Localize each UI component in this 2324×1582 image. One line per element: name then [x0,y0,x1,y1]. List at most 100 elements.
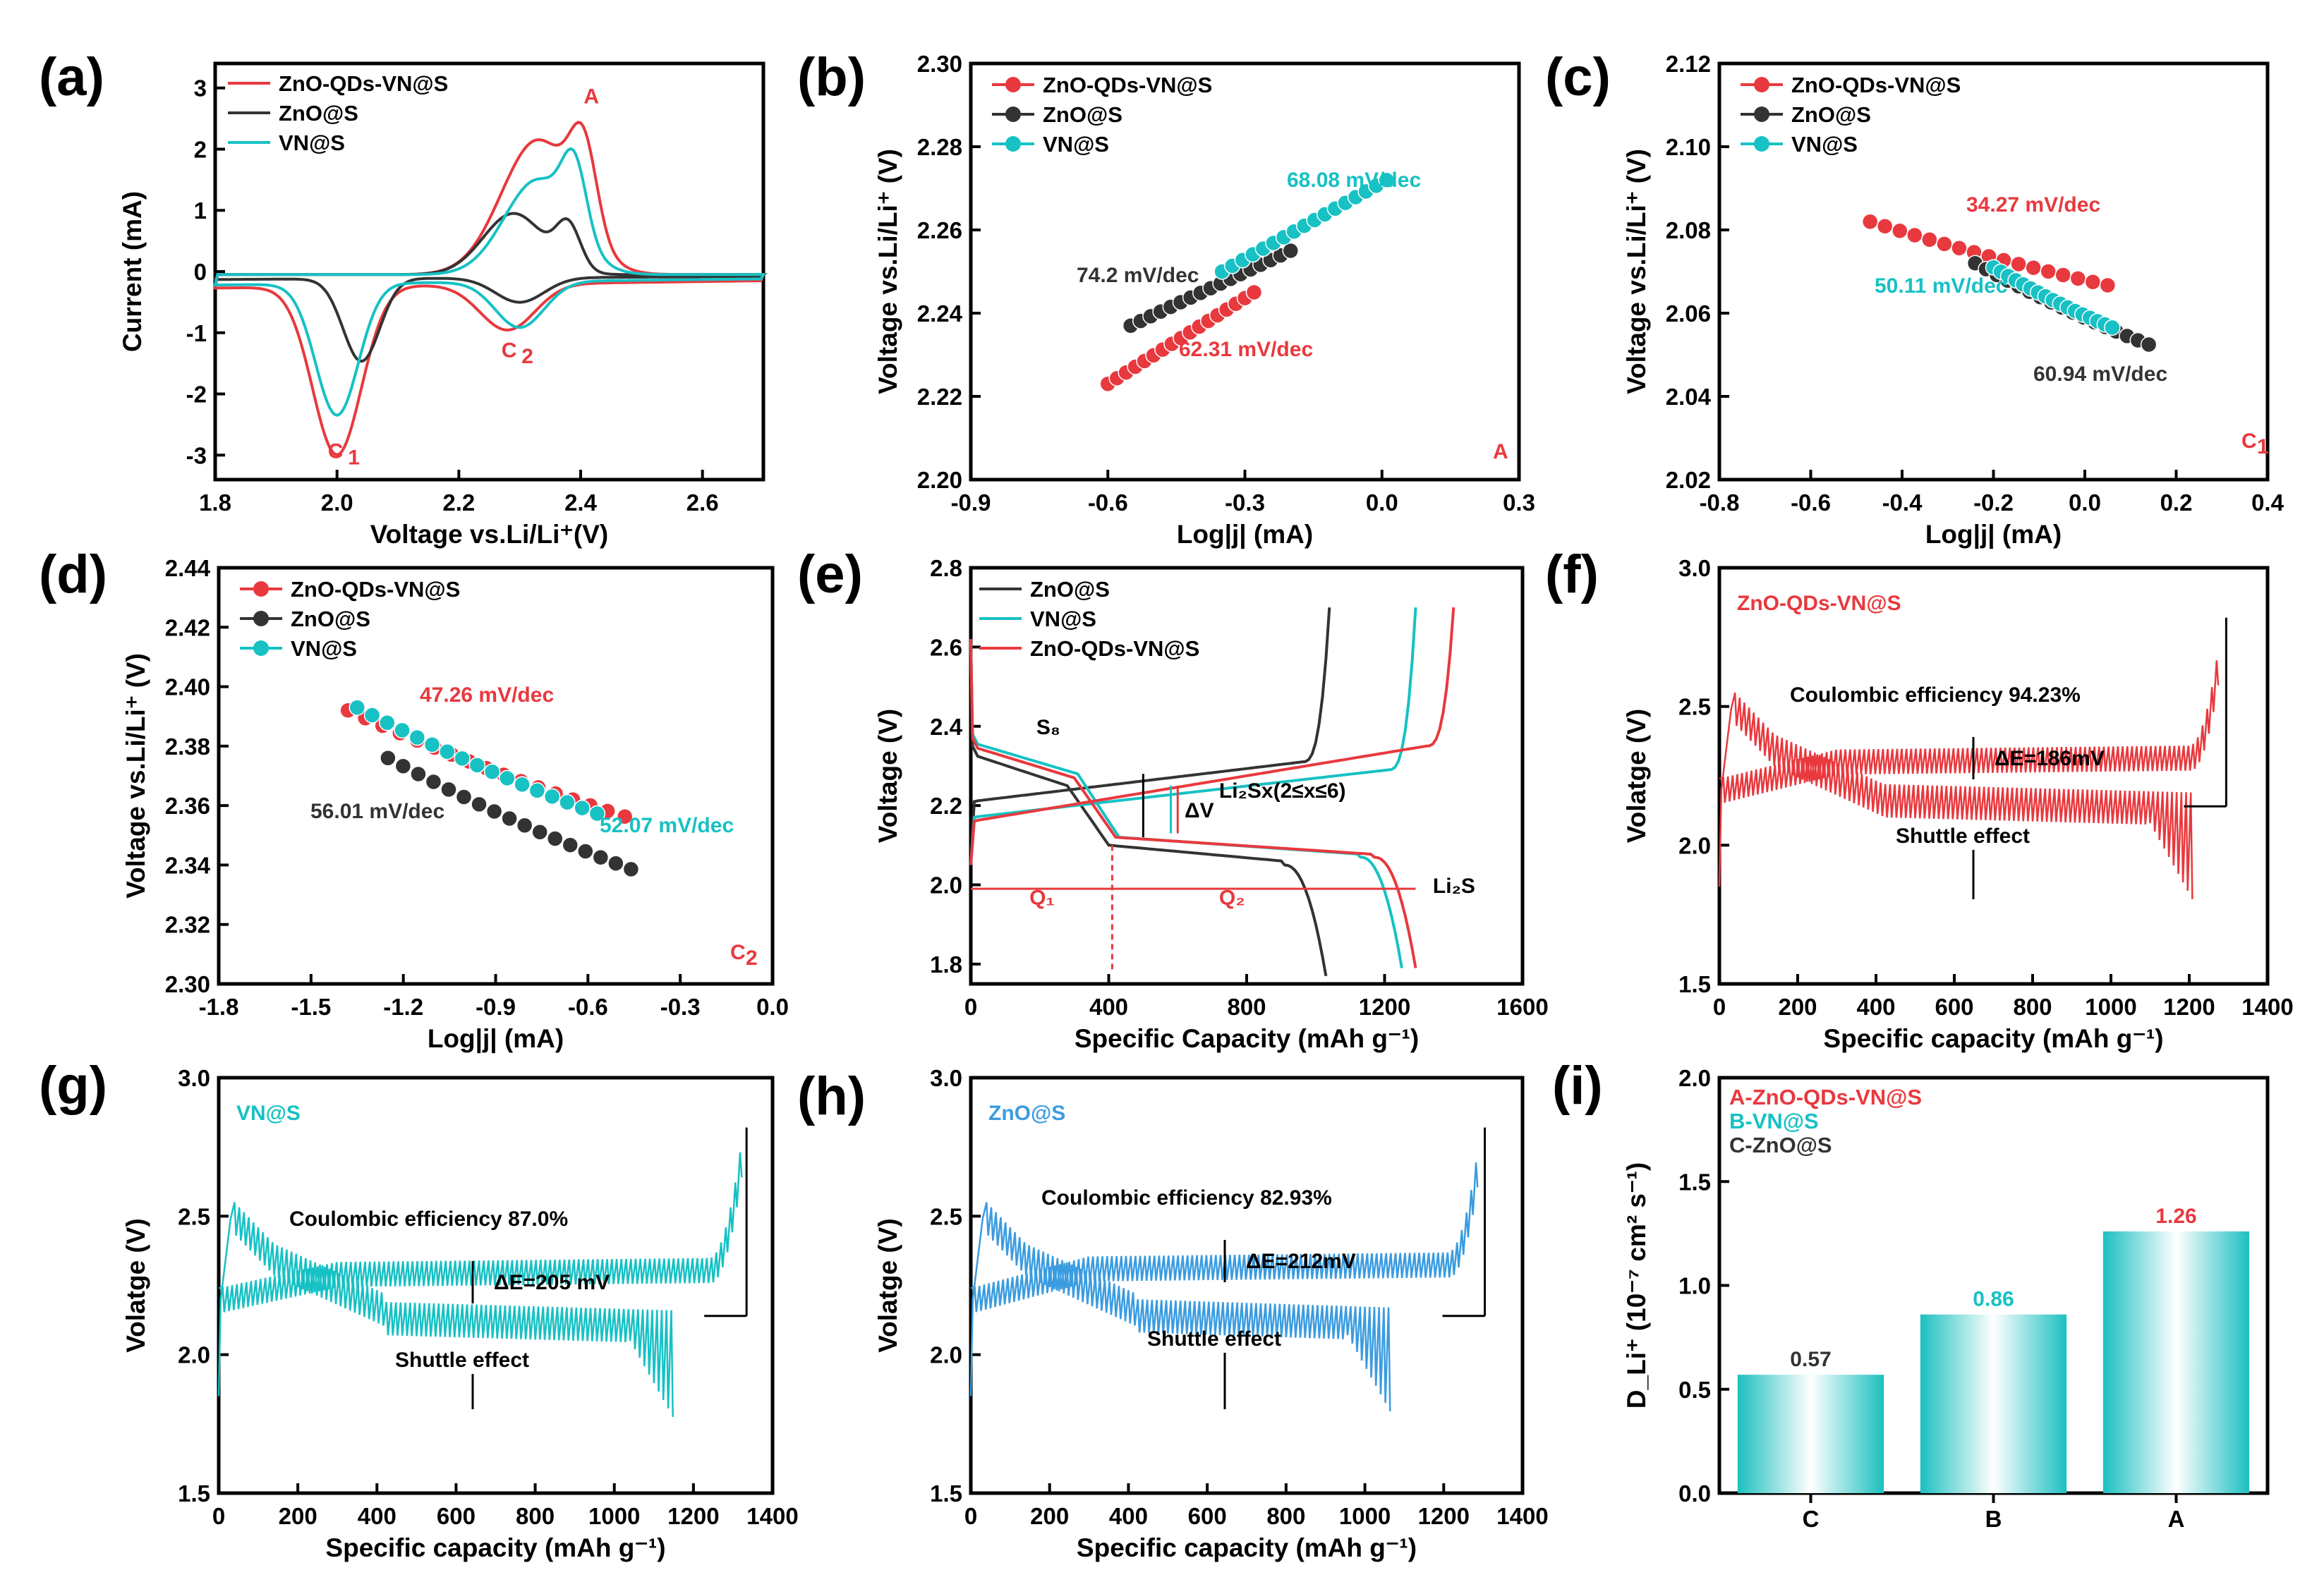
x-tick-label: 400 [1109,1503,1148,1529]
charge-curve [969,607,1331,865]
panel-label: (i) [1552,1056,1603,1116]
legend-marker [1005,136,1021,152]
x-tick-label: 1000 [588,1503,640,1529]
x-tick-label: -1.5 [291,994,331,1020]
data-point [1245,284,1263,301]
data-point [516,817,533,834]
y-tick-label: 2.20 [917,467,962,493]
panel-b-plot: 62.31 mV/dec 74.2 mV/dec 68.08 mV/dec ZnO-Q… [992,73,1508,463]
x-tick-label: 1200 [2163,994,2215,1020]
panel-label: (e) [797,544,863,604]
charge-gitt-curve [970,1162,1479,1313]
legend-label: VN@S [279,130,345,155]
data-point [2140,336,2157,353]
x-tick-label: 2.2 [442,489,475,516]
data-point [531,823,548,841]
category-label: C [1803,1506,1820,1532]
legend-label: ZnO-QDs-VN@S [291,577,460,602]
x-axis-label: Log|j| (mA) [1925,520,2062,549]
slope-label: 47.26 mV/dec [420,683,554,707]
slope-label: 52.07 mV/dec [600,814,734,837]
panel-c-plot: 34.27 mV/dec 60.94 mV/dec 50.11 mV/dec ZnO-… [1741,73,2269,458]
y-tick-label: 2.08 [1666,217,1711,243]
panel-f-plot: ZnO-QDs-VN@S Coulombic efficiency 94.23% Δ… [1718,592,2227,899]
legend-marker [253,640,269,656]
y-tick-label: 2.0 [178,1342,210,1368]
x-tick-label: 800 [1266,1503,1305,1529]
data-point [380,749,397,767]
data-point [1906,226,1923,244]
y-tick-label: 2.22 [917,384,962,410]
y-tick-label: -3 [186,442,207,468]
legend-label: ZnO@S [1791,102,1871,127]
x-tick-label: 400 [1856,994,1895,1020]
legend-marker [1754,107,1769,122]
x-tick-label: 600 [1935,994,1973,1020]
legend-marker [253,581,269,597]
data-point [1892,222,1908,239]
y-tick-label: 2.26 [917,217,962,243]
discharge-gitt-curve [217,1202,674,1417]
annotation-dV: ΔV [1185,799,1214,822]
slope-label: 62.31 mV/dec [1179,338,1313,361]
x-tick-label: 1200 [1418,1503,1470,1529]
x-tick-label: -0.9 [476,994,516,1020]
corner-label: C [2241,430,2257,453]
sample-label: ZnO@S [988,1102,1065,1125]
x-tick-label: 0.0 [1366,489,1398,516]
x-tick-label: -0.8 [1700,489,1740,516]
data-point [1378,171,1395,188]
corner-label-sub: 2 [746,947,758,970]
x-tick-label: 0.0 [2069,489,2101,516]
plot-frame [217,1076,775,1495]
x-tick-label: 1600 [1496,994,1548,1020]
y-tick-label: 2.4 [930,714,963,740]
slope-label: 34.27 mV/dec [1966,193,2100,217]
data-point [454,750,471,767]
data-point [616,808,634,825]
x-axis-label: Specific Capacity (mAh g⁻¹) [1075,1024,1419,1053]
x-axis-label: Specific capacity (mAh g⁻¹) [325,1533,665,1562]
data-point [559,793,576,811]
corner-label: C [730,941,746,964]
y-tick-label: 2.6 [930,634,962,660]
legend-label: ZnO-QDs-VN@S [1791,73,1961,97]
x-tick-label: 0 [212,1503,225,1529]
x-tick-label: 400 [358,1503,397,1529]
x-tick-label: 800 [1227,994,1266,1020]
y-tick-label: 2.40 [165,674,210,700]
shuttle-effect-label: Shuttle effect [1896,825,2030,848]
y-tick-label: -1 [186,320,207,346]
peak-label-C1: C [328,440,344,463]
data-point [349,699,365,716]
x-tick-label: 2.0 [321,489,353,516]
y-tick-label: 2.24 [917,300,963,327]
legend-label: ZnO-QDs-VN@S [1030,636,1199,661]
annotation-S8: S₈ [1036,716,1060,739]
data-point [562,836,579,853]
y-tick-label: 2.0 [930,872,962,899]
value-label: 1.26 [2155,1205,2196,1228]
x-tick-label: 0 [964,994,977,1020]
y-tick-label: 1.5 [930,1480,962,1507]
data-point [485,803,503,820]
x-tick-label: 0.3 [1503,489,1535,516]
annotation-Q2: Q₂ [1219,887,1245,910]
x-tick-label: -1.8 [199,994,239,1020]
legend-label: ZnO@S [1030,577,1110,602]
legend-marker [1005,77,1021,92]
y-tick-label: 3 [194,75,207,102]
x-tick-label: 1.8 [199,489,231,516]
legend-label: VN@S [1791,132,1858,157]
x-tick-label: 600 [437,1503,476,1529]
x-tick-label: -0.3 [660,994,701,1020]
x-axis-label: Specific capacity (mAh g⁻¹) [1077,1533,1417,1562]
delta-e-label: ΔE=212mV [1246,1250,1356,1273]
panel-d-plot: 47.26 mV/dec 56.01 mV/dec 52.07 mV/dec ZnO-… [240,577,758,970]
slope-label: 60.94 mV/dec [2033,363,2167,386]
legend-label: VN@S [1043,132,1109,157]
data-point [2099,276,2117,294]
legend-marker [253,611,269,626]
data-point [1936,236,1953,252]
